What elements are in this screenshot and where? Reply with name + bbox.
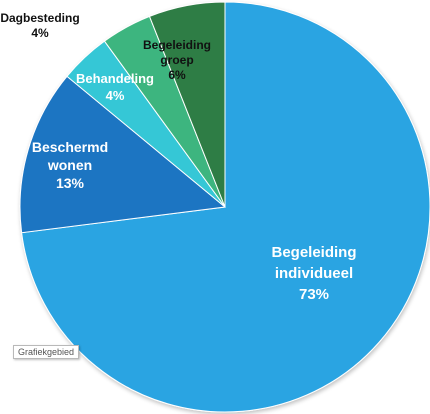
slice-value-label-4: 6% — [168, 68, 186, 82]
slice-value-label-2: 4% — [106, 88, 125, 103]
slice-value-label-0: 73% — [299, 286, 329, 303]
slice-name-label-4: groep — [160, 53, 193, 67]
slice-name-label-0: individueel — [275, 265, 353, 282]
slice-name-label-0: Begeleiding — [271, 244, 356, 261]
slice-name-label-4: Begeleiding — [143, 38, 211, 52]
chart-area-tooltip: Grafiekgebied — [13, 345, 80, 359]
pie-slice-0 — [21, 1, 430, 413]
slice-name-label-2: Behandeling — [76, 71, 154, 86]
pie-slices — [19, 1, 430, 413]
slice-value-label-1: 13% — [56, 175, 85, 191]
pie-slice-1 — [19, 75, 227, 234]
slice-name-label-1: wonen — [47, 157, 92, 173]
pie-slice-4 — [148, 1, 226, 208]
pie-labels: Begeleiding individueel 73% Beschermd wonen 1… — [0, 11, 356, 303]
slice-name-label-3: Dagbesteding — [0, 11, 79, 25]
slice-value-label-3: 4% — [31, 26, 49, 40]
slice-name-label-1: Beschermd — [32, 139, 108, 155]
